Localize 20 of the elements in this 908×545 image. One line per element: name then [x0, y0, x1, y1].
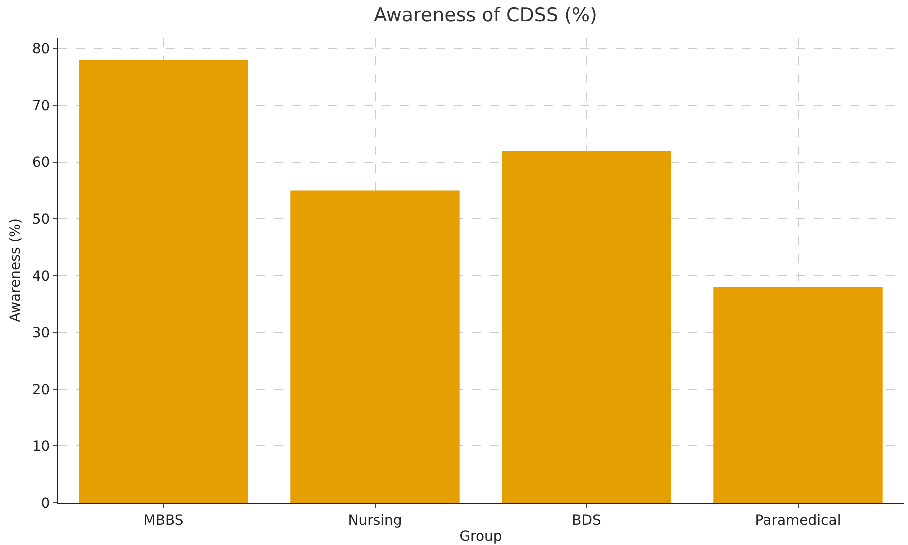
- bar: [290, 190, 460, 503]
- chart-title: Awareness of CDSS (%): [374, 4, 598, 26]
- y-tick-label: 10: [32, 439, 50, 456]
- y-tick-label: 50: [32, 212, 50, 228]
- x-tick-label: Paramedical: [755, 512, 842, 529]
- y-tick-label: 70: [32, 98, 50, 114]
- y-tick-label: 0: [41, 496, 50, 512]
- bar: [79, 60, 248, 503]
- y-tick-label: 30: [32, 326, 50, 342]
- y-tick-label: 80: [32, 42, 50, 58]
- x-tick-label: Nursing: [348, 512, 402, 529]
- bar: [714, 287, 883, 503]
- bar: [502, 150, 672, 503]
- y-tick-label: 40: [32, 268, 50, 285]
- y-axis-title: Awareness (%): [8, 218, 24, 322]
- x-axis-title: Group: [460, 529, 502, 545]
- x-tick-label: BDS: [572, 512, 602, 529]
- x-tick-label: MBBS: [144, 512, 184, 529]
- y-tick-label: 60: [32, 155, 50, 172]
- y-tick-label: 20: [32, 382, 50, 398]
